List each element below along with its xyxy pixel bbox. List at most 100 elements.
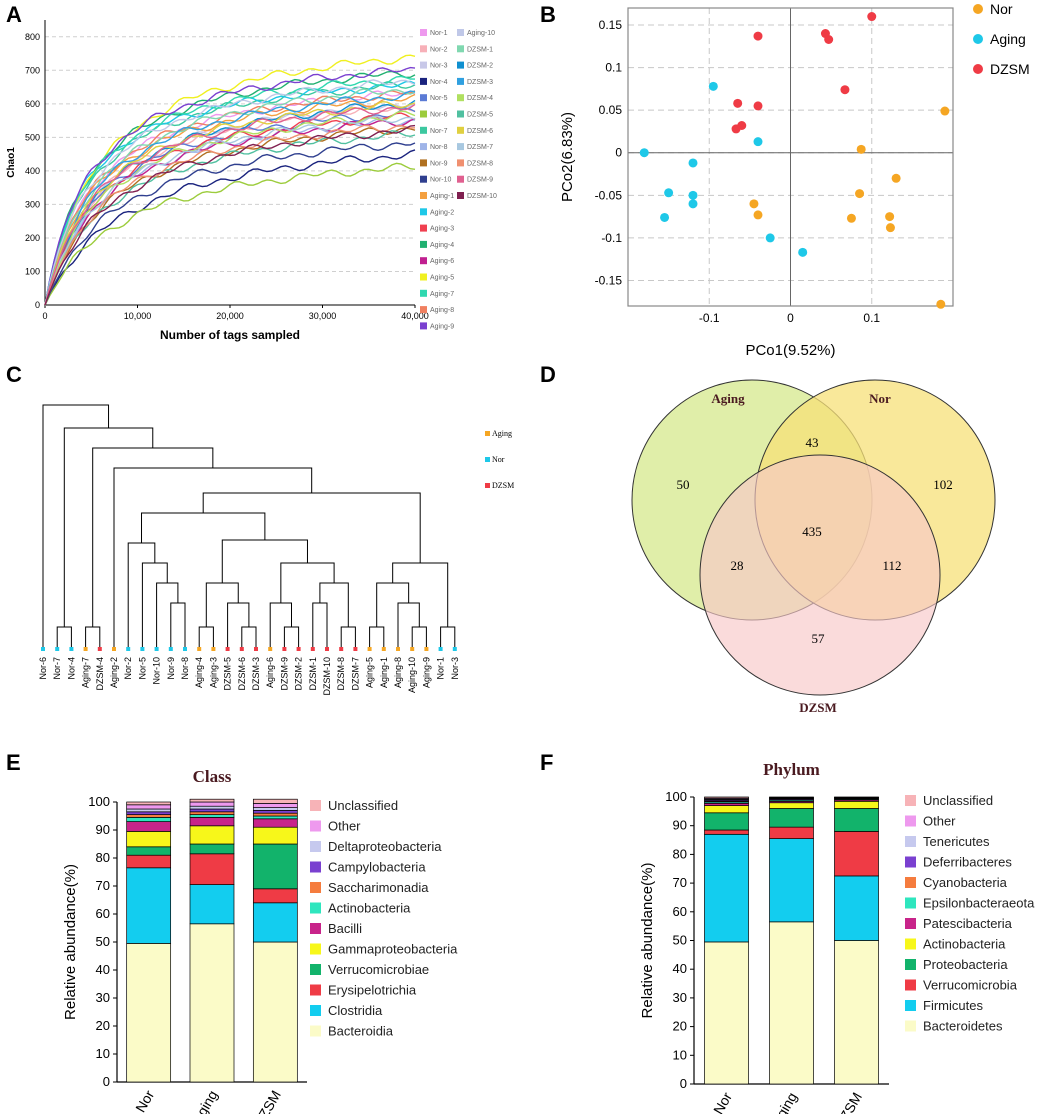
leaf-label: Aging-3 (208, 657, 218, 688)
legend-label: Unclassified (923, 793, 993, 808)
leaf-label: DZSM-10 (322, 657, 332, 696)
rarefaction-line-Nor-3 (44, 102, 416, 306)
legend-swatch-Nor (485, 457, 490, 462)
rarefaction-line-Nor-10 (44, 142, 416, 306)
leaf-label: DZSM-9 (279, 657, 289, 691)
leaf-label: Nor-9 (166, 657, 176, 680)
legend-swatch-Deferribacteres (905, 856, 916, 868)
bar-segment-Erysipelotrichia (252, 888, 298, 904)
leaf-label: Nor-3 (450, 657, 460, 680)
legend-label: Proteobacteria (923, 957, 1008, 972)
dendrogram-branch (440, 626, 456, 650)
legend-swatch-Verrucomicrobia (905, 979, 916, 991)
scatter-point-Nor (885, 212, 895, 222)
dendrogram-branch (63, 427, 154, 627)
leaf-label: Aging-4 (194, 657, 204, 688)
venn-circle-DZSM (699, 454, 941, 696)
legend-label: Cyanobacteria (923, 875, 1008, 890)
rarefaction-line-DZSM-10 (44, 124, 416, 306)
scatter-point-Nor (936, 299, 946, 309)
dendrogram-branch (42, 404, 110, 650)
y-tick-label: 90 (673, 818, 687, 833)
dendrogram-branch (141, 512, 266, 543)
leaf-marker-Nor-4 (69, 647, 74, 651)
y-axis-label: PCo2(6.83%) (559, 112, 576, 202)
bar-segment-Proteobacteria (769, 808, 814, 828)
bar-segment-Clostridia (189, 884, 235, 925)
bar-segment-Actinobacteria (704, 805, 749, 814)
legend-swatch (420, 29, 427, 36)
bar-segment-Gammaproteobacteria (189, 825, 235, 845)
leaf-marker-Nor-6 (41, 647, 45, 651)
legend-swatch-Clostridia (310, 1005, 321, 1016)
leaf-label: DZSM-3 (251, 657, 261, 691)
bar-segment-Bacteroidia (126, 943, 172, 1083)
y-tick-label: 60 (96, 906, 110, 921)
bar-segment-Saccharimonadia (126, 814, 172, 818)
legend-swatch (420, 289, 427, 297)
legend-label: Aging-2 (430, 209, 454, 216)
y-tick-label: 30 (673, 990, 687, 1005)
scatter-point-Aging (688, 199, 698, 209)
leaf-marker-Aging-1 (381, 647, 386, 651)
legend-swatch-Cyanobacteria (905, 877, 916, 888)
scatter-point-Nor (856, 144, 866, 154)
legend-label: Nor-1 (430, 30, 448, 37)
leaf-label: DZSM-4 (95, 657, 105, 691)
legend-swatch (420, 143, 427, 151)
legend-label: Actinobacteria (328, 901, 411, 916)
rarefaction-line-DZSM-8 (44, 124, 416, 306)
leaf-label: Nor-5 (137, 657, 147, 680)
panel-letter-d: D (540, 362, 556, 387)
leaf-label: DZSM-1 (308, 657, 318, 691)
legend-swatch (457, 77, 464, 85)
leaf-marker-DZSM-3 (254, 647, 258, 651)
y-tick-label: 40 (96, 962, 110, 977)
legend-swatch (420, 208, 427, 216)
y-tick-label: 80 (96, 850, 110, 865)
legend-label: Other (923, 814, 956, 829)
dendrogram-branch (202, 492, 421, 563)
leaf-marker-Aging-10 (410, 647, 415, 651)
legend-swatch-DZSM (485, 483, 490, 488)
panel-a-rarefaction-chart: 0 100 200 300 400 500 600 700 800 0 10,000 20,000 30… (6, 20, 497, 342)
rarefaction-line-Aging-1 (44, 93, 416, 306)
legend-label: Aging-1 (430, 193, 454, 200)
y-tick-label: 800 (25, 32, 40, 42)
y-tick-label: 300 (25, 199, 40, 209)
leaf-label: Aging-8 (393, 657, 403, 688)
leaf-marker-DZSM-10 (325, 647, 329, 651)
y-tick-label: 0 (35, 300, 40, 310)
dendrogram-branch (283, 626, 300, 650)
legend-swatch (457, 45, 464, 53)
x-tick-label: 30,000 (309, 311, 337, 321)
chart-title: Phylum (763, 760, 820, 779)
scatter-point-DZSM (824, 35, 834, 45)
y-tick-label: 0.05 (599, 103, 623, 117)
bar-segment-Actinobacteria (252, 815, 298, 820)
y-tick-label: 0 (680, 1076, 687, 1091)
dendrogram-branch (411, 626, 427, 650)
leaf-label: Nor-10 (152, 657, 162, 685)
dendrogram-branch (92, 447, 214, 627)
bar-segment-Verrucomicrobia (704, 829, 749, 835)
leaf-marker-Nor-7 (55, 647, 60, 651)
leaf-label: Aging-7 (81, 657, 91, 688)
y-axis-label: Relative abundance(%) (639, 863, 656, 1019)
leaf-marker-DZSM-8 (339, 647, 344, 651)
leaf-label: Nor-8 (180, 657, 190, 680)
bar-segment-Verrucomicrobiae (252, 843, 298, 890)
legend-swatch-Firmicutes (905, 1000, 916, 1011)
bar-segment-Bacteroidia (252, 941, 298, 1083)
bar-segment-Firmicutes (834, 875, 879, 941)
legend-swatch (420, 159, 427, 167)
panel-b-pcoa-scatter: -0.1 0 0.1 0.15 0.1 0.05 0 -0.05 -0.1 -0.15 PCo1(9… (559, 1, 1030, 359)
scatter-point-Nor (855, 189, 865, 199)
bar-segment-Gammaproteobacteria (126, 831, 172, 848)
legend-swatch-Tenericutes (905, 836, 916, 847)
leaf-label: DZSM-8 (336, 657, 346, 691)
rarefaction-line-Aging-10 (44, 79, 416, 306)
rarefaction-line-Nor-9 (44, 127, 416, 306)
legend-label: Bacteroidia (328, 1024, 394, 1039)
